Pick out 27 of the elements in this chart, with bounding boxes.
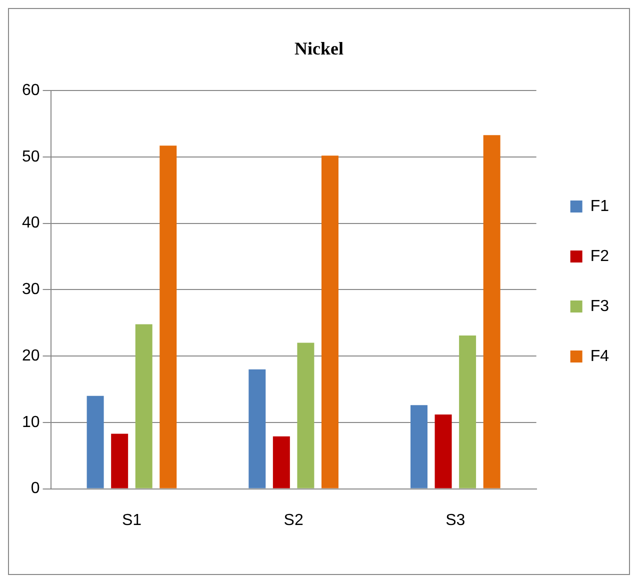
y-tick-label: 0 — [30, 480, 40, 498]
x-tick-label: S2 — [284, 512, 304, 529]
bar — [160, 146, 177, 488]
legend-label: F3 — [590, 298, 610, 315]
bar — [297, 342, 314, 488]
bar — [321, 156, 338, 488]
x-tick-label: S1 — [122, 512, 142, 529]
y-tick-label: 30 — [22, 281, 40, 298]
bar — [410, 405, 428, 488]
x-tick-label: S3 — [446, 512, 466, 529]
bar — [459, 335, 476, 488]
y-tick-label: 60 — [22, 82, 40, 100]
y-tick-label: 20 — [22, 347, 40, 364]
chart-title: Nickel — [294, 38, 344, 58]
bar — [272, 436, 290, 488]
legend-label: F4 — [590, 348, 610, 365]
legend-label: F2 — [590, 248, 610, 265]
y-tick-label: 10 — [22, 414, 40, 431]
bar — [483, 135, 500, 488]
y-tick-label: 40 — [22, 214, 40, 232]
legend-label: F1 — [590, 198, 610, 215]
bar — [111, 434, 128, 488]
y-tick-label: 50 — [22, 148, 40, 166]
bar — [135, 324, 152, 488]
bar — [248, 369, 266, 488]
bar — [86, 396, 104, 488]
bar — [434, 414, 452, 488]
